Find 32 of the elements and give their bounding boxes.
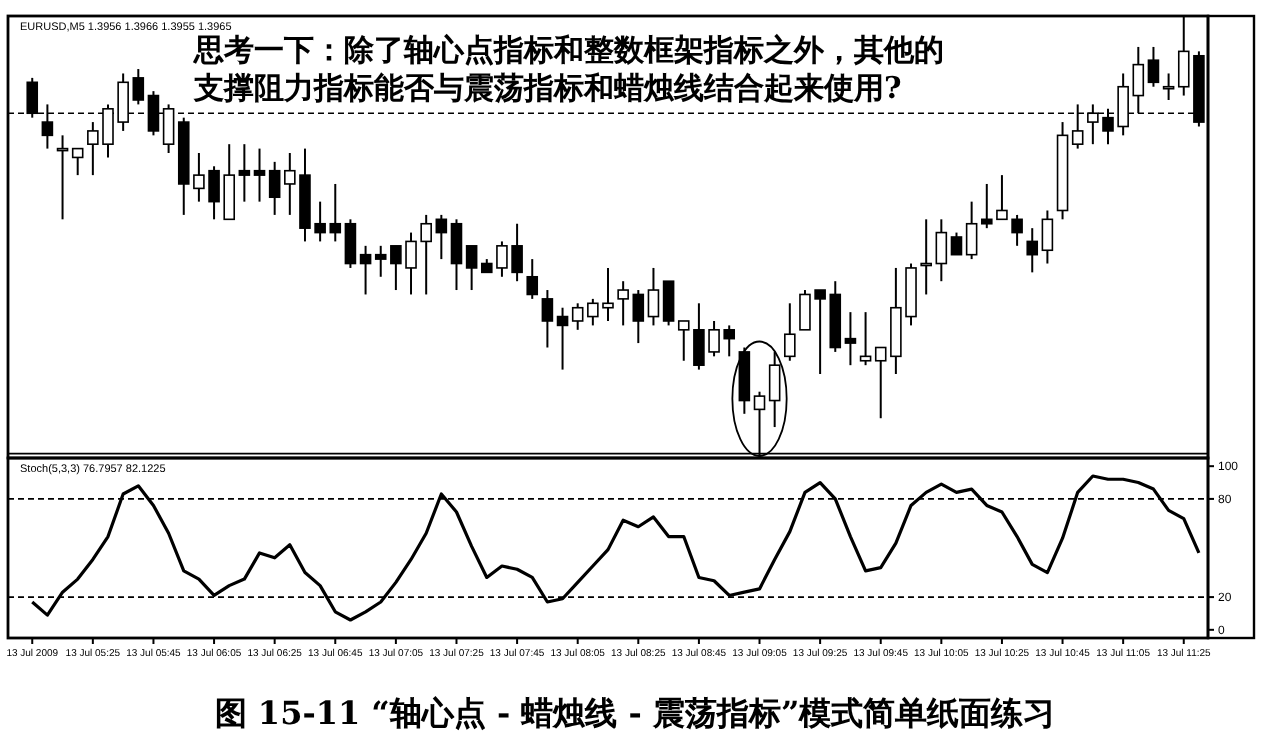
candlestick: [450, 218, 463, 292]
candlestick: [1026, 227, 1039, 274]
candlestick: [1041, 209, 1054, 265]
candlestick: [647, 266, 660, 327]
candlestick: [238, 143, 251, 203]
candlestick: [784, 302, 796, 362]
candlestick: [571, 302, 584, 331]
candlestick: [253, 147, 266, 203]
candlestick: [465, 244, 478, 292]
candlestick: [541, 289, 554, 349]
candlestick: [526, 258, 539, 300]
candlestick: [920, 218, 932, 296]
candlestick: [632, 289, 645, 345]
candlestick: [435, 213, 448, 261]
candlestick: [71, 147, 84, 177]
candlestick: [768, 350, 781, 429]
candlestick: [617, 280, 629, 327]
candlestick: [844, 311, 857, 367]
caption: 图 15-11 “轴心点 - 蜡烛线 - 震荡指标”模式简单纸面练习: [214, 694, 1056, 732]
candlestick: [965, 200, 978, 261]
candlestick: [1147, 45, 1160, 88]
candlestick: [859, 311, 872, 367]
candlestick: [1162, 72, 1175, 101]
candlestick: [132, 68, 145, 106]
annotation: 思考一下：除了轴心点指标和整数框架指标之外，其他的支撑阻力指标能否与震荡指标和蜡烛线结合起来使用?: [192, 32, 944, 106]
candlestick: [950, 231, 963, 256]
candlestick: [359, 244, 372, 296]
candlestick: [344, 218, 357, 269]
candlestick: [935, 218, 948, 283]
candlestick: [268, 160, 281, 216]
candlestick: [662, 280, 675, 327]
candlestick: [556, 306, 569, 371]
